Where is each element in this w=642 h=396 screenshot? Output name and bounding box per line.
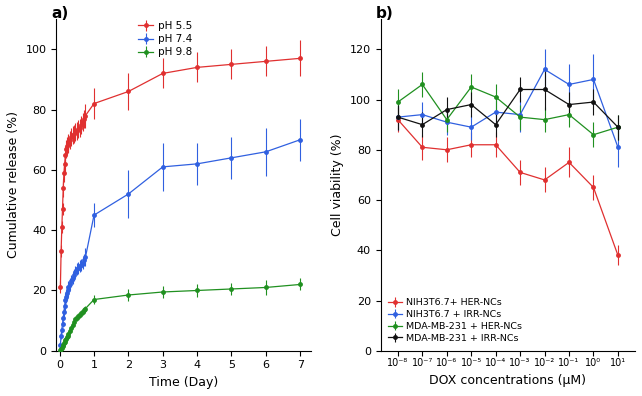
X-axis label: DOX concentrations (μM): DOX concentrations (μM) — [429, 374, 586, 387]
Text: b): b) — [376, 6, 394, 21]
Y-axis label: Cumulative release (%): Cumulative release (%) — [7, 111, 20, 259]
Text: a): a) — [51, 6, 69, 21]
Legend: NIH3T6.7+ HER-NCs, NIH3T6.7 + IRR-NCs, MDA-MB-231 + HER-NCs, MDA-MB-231 + IRR-NC: NIH3T6.7+ HER-NCs, NIH3T6.7 + IRR-NCs, M… — [388, 298, 522, 343]
X-axis label: Time (Day): Time (Day) — [149, 376, 218, 389]
Legend: pH 5.5, pH 7.4, pH 9.8: pH 5.5, pH 7.4, pH 9.8 — [138, 21, 192, 57]
Y-axis label: Cell viability (%): Cell viability (%) — [331, 134, 344, 236]
